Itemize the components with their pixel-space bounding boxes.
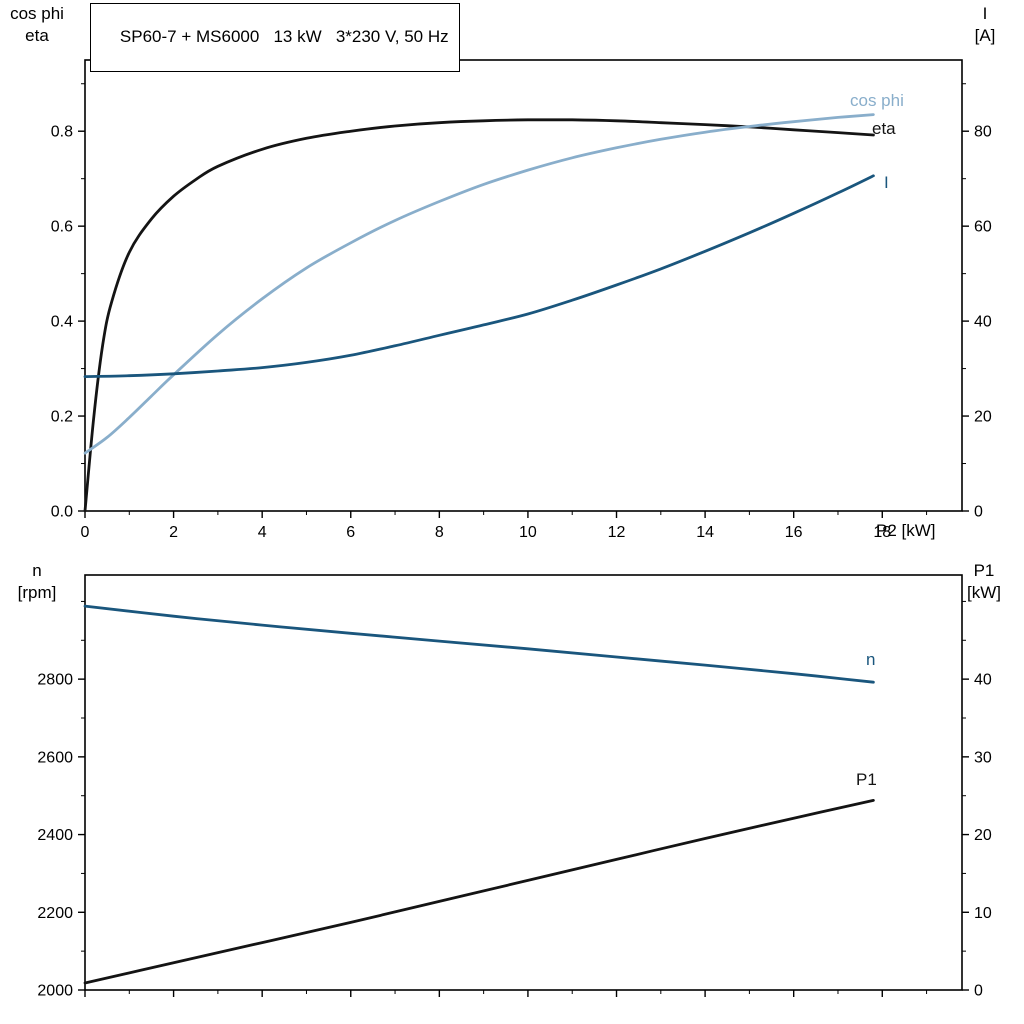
y-left-tick-label: 2400 <box>37 827 73 844</box>
x-tick-label: 0 <box>81 524 90 541</box>
top-left-axis-title: cos phi eta <box>2 3 72 47</box>
x-tick-label: 10 <box>519 524 537 541</box>
curve-label-speed: n <box>866 650 876 669</box>
y-right-tick-label: 40 <box>974 314 992 331</box>
axis-title-cos-phi: cos phi <box>10 4 64 23</box>
plot-frame <box>84 574 963 991</box>
x-tick-label: 18 <box>873 524 891 541</box>
top-right-axis-title: I [A] <box>952 3 1018 47</box>
curve-label-current: I <box>884 173 889 192</box>
x-tick-label: 2 <box>169 524 178 541</box>
y-right-tick-label: 0 <box>974 504 983 521</box>
axis-title-current: I <box>982 4 988 23</box>
chart-title-box: SP60-7 + MS6000 13 kW 3*230 V, 50 Hz <box>90 3 460 72</box>
y-right-tick-label: 20 <box>974 409 992 426</box>
y-left-tick-label: 2600 <box>37 749 73 766</box>
curve-cos-phi <box>83 113 875 455</box>
x-tick-label: 16 <box>785 524 803 541</box>
y-left-tick-label: 0.4 <box>51 314 73 331</box>
axis-title-eta: eta <box>25 26 49 45</box>
axis-title-p1: P1 <box>973 561 995 580</box>
axis-title-p1-unit: [kW] <box>967 583 1001 602</box>
y-left-tick-label: 0.8 <box>51 124 73 141</box>
curve-label-cos-phi: cos phi <box>850 91 904 110</box>
y-left-tick-label: 0.2 <box>51 409 73 426</box>
y-left-tick-label: 0.0 <box>51 504 73 521</box>
curve-label-p1: P1 <box>856 770 877 789</box>
y-right-tick-label: 40 <box>974 672 992 689</box>
x-tick-label: 8 <box>435 524 444 541</box>
x-tick-label: 12 <box>608 524 626 541</box>
y-left-tick-label: 2000 <box>37 983 73 1000</box>
y-left-tick-label: 0.6 <box>51 219 73 236</box>
y-right-tick-label: 10 <box>974 905 992 922</box>
x-axis-title-p2: P2 [kW] <box>876 521 936 540</box>
chart-title: SP60-7 + MS6000 13 kW 3*230 V, 50 Hz <box>119 27 449 46</box>
x-tick-label: 6 <box>346 524 355 541</box>
curve-eta <box>83 118 875 513</box>
curve-n <box>83 604 875 684</box>
x-tick-label: 14 <box>696 524 714 541</box>
y-right-tick-label: 20 <box>974 827 992 844</box>
y-left-tick-label: 2800 <box>37 672 73 689</box>
curve-label-eta: eta <box>872 119 896 138</box>
bottom-right-axis-title: P1 [kW] <box>950 560 1018 604</box>
axis-title-current-unit: [A] <box>974 26 996 45</box>
axis-title-speed-unit: [rpm] <box>17 583 57 602</box>
y-right-tick-label: 80 <box>974 124 992 141</box>
curve-P1 <box>83 799 875 985</box>
bottom-left-axis-title: n [rpm] <box>2 560 72 604</box>
y-right-tick-label: 30 <box>974 749 992 766</box>
y-right-tick-label: 0 <box>974 983 983 1000</box>
y-left-tick-label: 2200 <box>37 905 73 922</box>
axis-title-speed: n <box>32 561 42 580</box>
curve-I <box>83 174 875 378</box>
y-right-tick-label: 60 <box>974 219 992 236</box>
plot-frame <box>84 59 963 512</box>
x-tick-label: 4 <box>258 524 267 541</box>
